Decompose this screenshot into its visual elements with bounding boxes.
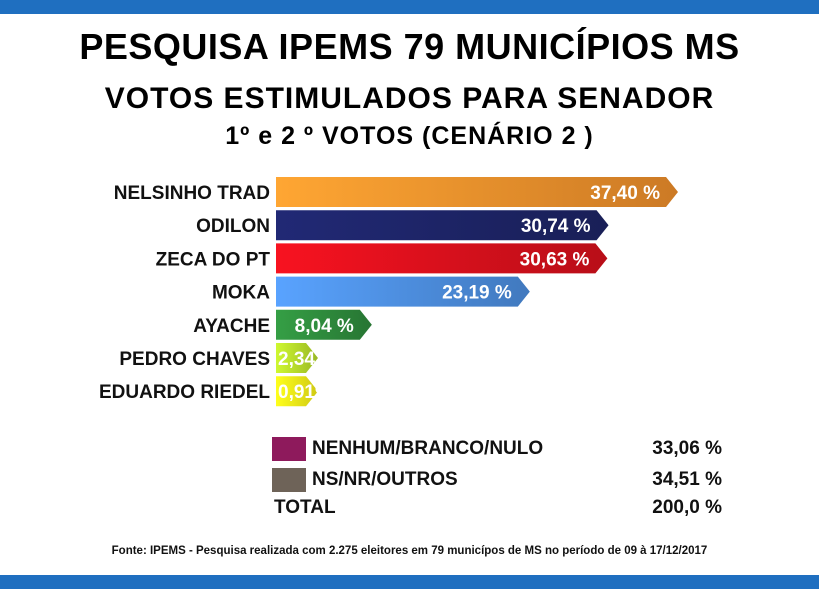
bar-nelsinho-trad xyxy=(276,177,678,207)
legend-value-ns-nr-outros: 34,51 % xyxy=(652,469,722,490)
bar-odilon xyxy=(276,210,609,241)
bar-ayache xyxy=(276,309,372,340)
category-label-moka: MOKA xyxy=(212,283,270,304)
bar-moka xyxy=(276,276,530,307)
chart-subtitle: VOTOS ESTIMULADOS PARA SENADOR xyxy=(104,82,715,115)
value-label-zeca-do-pt: 30,63 % xyxy=(520,249,590,270)
legend-label-ns-nr-outros: NS/NR/OUTROS xyxy=(312,469,458,490)
legend-item-nenhum: NENHUM/BRANCO/NULO 33,06 % xyxy=(272,436,732,464)
category-label-ayache: AYACHE xyxy=(193,316,270,337)
legend-label-nenhum: NENHUM/BRANCO/NULO xyxy=(312,438,544,459)
bar-pedro-chaves xyxy=(276,343,318,373)
category-label-eduardo-riedel: EDUARDO RIEDEL xyxy=(99,382,270,403)
value-label-odilon: 30,74 % xyxy=(521,216,591,237)
bottom-border xyxy=(0,575,819,589)
value-label-eduardo-riedel: 0,91% xyxy=(278,382,332,403)
bar-chart: NELSINHO TRAD 37,40 % ODILON 30,74 % ZECA DO… xyxy=(99,177,678,407)
bar-eduardo-riedel xyxy=(276,376,318,407)
legend-value-total: 200,0 % xyxy=(652,497,722,518)
category-label-zeca-do-pt: ZECA DO PT xyxy=(156,249,271,270)
category-label-pedro-chaves: PEDRO CHAVES xyxy=(119,349,270,370)
chart-title: PESQUISA IPEMS 79 MUNICÍPIOS MS xyxy=(79,26,740,67)
bar-zeca-do-pt xyxy=(276,243,608,274)
legend-value-nenhum: 33,06 % xyxy=(652,438,722,459)
value-label-nelsinho-trad: 37,40 % xyxy=(590,183,660,204)
top-border xyxy=(0,0,819,14)
legend-label-total: TOTAL xyxy=(274,497,336,518)
legend-swatch-ns-nr-outros xyxy=(272,468,306,492)
chart-subtitle-2: 1º e 2 º VOTOS (CENÁRIO 2 ) xyxy=(225,122,594,150)
category-label-nelsinho-trad: NELSINHO TRAD xyxy=(114,183,270,204)
legend-item-ns-nr-outros: NS/NR/OUTROS 34,51 % xyxy=(272,467,732,495)
category-label-odilon: ODILON xyxy=(196,216,270,237)
value-label-ayache: 8,04 % xyxy=(295,316,354,337)
value-label-moka: 23,19 % xyxy=(442,283,512,304)
footnote: Fonte: IPEMS - Pesquisa realizada com 2.… xyxy=(111,545,708,557)
legend-item-total: TOTAL 200,0 % xyxy=(272,495,732,523)
legend-swatch-nenhum xyxy=(272,437,306,461)
value-label-pedro-chaves: 2,34 % xyxy=(278,349,337,370)
